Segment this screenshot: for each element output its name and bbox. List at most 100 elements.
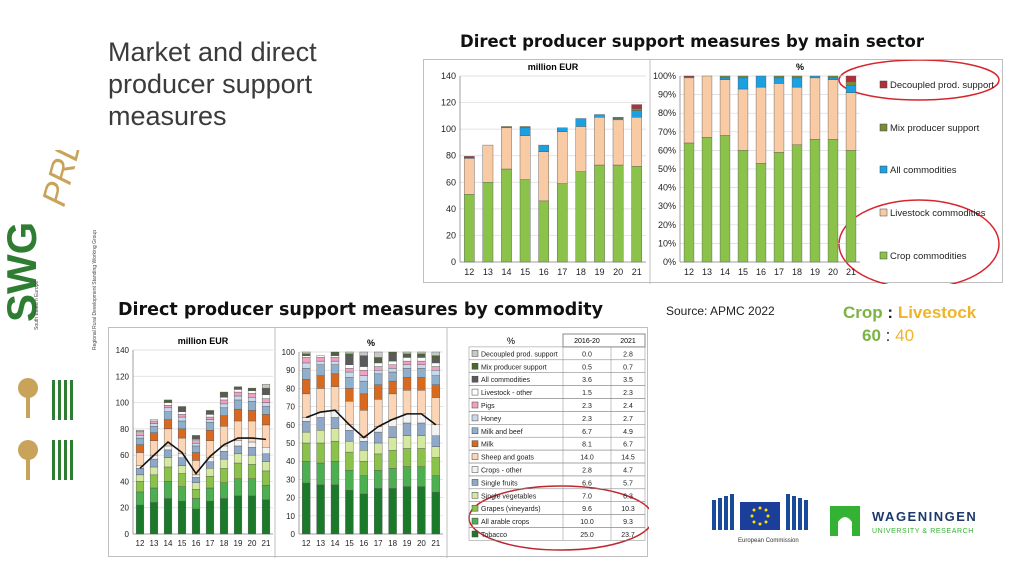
ratio-separator: :	[887, 303, 894, 322]
table-cell-value: 4.9	[623, 429, 633, 436]
bar-segment	[302, 368, 311, 380]
y-tick-label: 10%	[658, 238, 676, 248]
bar-segment	[163, 404, 173, 409]
x-tick-label: 13	[702, 267, 712, 277]
bar-segment	[261, 383, 271, 389]
x-tick-label: 18	[792, 267, 802, 277]
ratio-livestock-label: Livestock	[897, 303, 977, 322]
x-tick-label: 21	[262, 539, 271, 548]
swg-caption-2: South Eastern Europe	[34, 281, 40, 330]
table-cell-value: 0.0	[582, 351, 592, 358]
x-tick-label: 16	[192, 539, 201, 548]
bar-segment	[359, 440, 368, 451]
bar-segment	[575, 126, 587, 172]
chart-million-eur-commodity: million EUR 0 20 40 60 80 100 120 140 12 13 14 15 16 1…	[116, 336, 273, 548]
legend-swatch	[879, 251, 888, 260]
chart-title: million EUR	[528, 62, 579, 72]
x-tick-label: 21	[846, 267, 856, 277]
crop-row-icon	[58, 440, 61, 480]
y-tick-label: 20	[286, 494, 295, 503]
table-cell-value: 0.7	[623, 364, 633, 371]
bar-segment	[302, 357, 311, 364]
x-tick-label: 13	[316, 539, 325, 548]
bar-segment	[402, 466, 412, 487]
bar-segment	[135, 452, 145, 466]
bar-segment	[345, 377, 354, 389]
bar-segment	[219, 415, 229, 427]
bar-segment	[135, 432, 145, 436]
bar-segment	[845, 85, 857, 93]
chart-bottom-title: Direct producer support measures by comm…	[118, 300, 604, 320]
crop-livestock-ratio-values: 60 : 40	[862, 326, 914, 346]
bar-segment	[233, 453, 243, 464]
ec-building-icon	[786, 494, 808, 530]
bar-segment	[737, 77, 749, 90]
y-tick-label: 40	[120, 477, 129, 486]
chart-percent-commodity: % 0 10 20 30 40 50 60 70 80 90 100 12 13 14 15 16 17 18 19 2…	[282, 338, 443, 548]
bar-segment	[374, 366, 383, 371]
x-tick-label: 13	[150, 539, 159, 548]
bar-segment	[374, 488, 383, 535]
bar-segment	[302, 362, 311, 369]
table-cell-value: 2.4	[623, 403, 633, 410]
bar-segment	[755, 163, 767, 263]
y-tick-label: 80%	[658, 108, 676, 118]
bar-segment	[388, 368, 397, 373]
table-swatch	[471, 375, 479, 383]
bar-segment	[302, 353, 311, 356]
bar-segment	[575, 118, 587, 127]
bar-segment	[316, 357, 325, 362]
bar-segment	[402, 353, 412, 356]
bar-segment	[261, 414, 271, 426]
bar-segment	[135, 491, 145, 506]
bar-segment	[683, 142, 695, 263]
bar-segment	[359, 475, 368, 495]
bar-segment	[316, 388, 325, 413]
table-row-label: All arable crops	[481, 519, 530, 526]
bar-segment	[773, 75, 785, 79]
bar-segment	[191, 489, 201, 499]
bar-segment	[359, 460, 368, 476]
bar-segment	[737, 150, 749, 263]
bar-segment	[261, 447, 271, 455]
ec-stripe-icon	[786, 494, 790, 530]
x-tick-label: 16	[359, 539, 368, 548]
table-row-label: Tobacco	[481, 532, 507, 539]
bar-segment	[359, 450, 368, 462]
chart-title: %	[796, 62, 804, 72]
bar-segment	[205, 422, 215, 431]
bar-segment	[205, 429, 215, 441]
bar-segment	[247, 401, 257, 411]
y-tick-label: 0	[291, 530, 296, 539]
table-swatch	[471, 492, 479, 499]
table-cell-value: 6.7	[582, 429, 592, 436]
bar-segment	[261, 470, 271, 486]
y-tick-label: 60	[286, 421, 295, 430]
bar-segment	[845, 150, 857, 263]
bar-segment	[388, 380, 397, 395]
bar-segment	[417, 390, 426, 415]
bar-segment	[302, 417, 311, 422]
bar-segment	[538, 151, 550, 202]
bar-segment	[261, 461, 271, 472]
legend-swatch	[879, 123, 888, 132]
bar-segment	[233, 399, 243, 410]
bar-segment	[316, 417, 325, 431]
bar-segment	[302, 379, 311, 395]
crop-livestock-ratio-labels: Crop : Livestock	[843, 300, 976, 325]
bar-segment	[247, 478, 257, 497]
bar-segment	[519, 127, 531, 136]
table-swatch	[471, 401, 479, 409]
table-row-label: Milk	[481, 442, 494, 449]
chart-title: million EUR	[178, 336, 229, 346]
bar-segment	[538, 144, 550, 152]
x-tick-label: 20	[248, 539, 257, 548]
bar-segment	[261, 406, 271, 415]
x-tick-label: 19	[810, 267, 820, 277]
table-cell-value: 10.0	[580, 519, 594, 526]
y-tick-label: 100	[282, 348, 296, 357]
highlight-ellipse-decoupled	[838, 59, 1000, 101]
bar-segment	[463, 158, 475, 195]
bar-segment	[261, 389, 271, 395]
bar-segment	[219, 458, 229, 469]
